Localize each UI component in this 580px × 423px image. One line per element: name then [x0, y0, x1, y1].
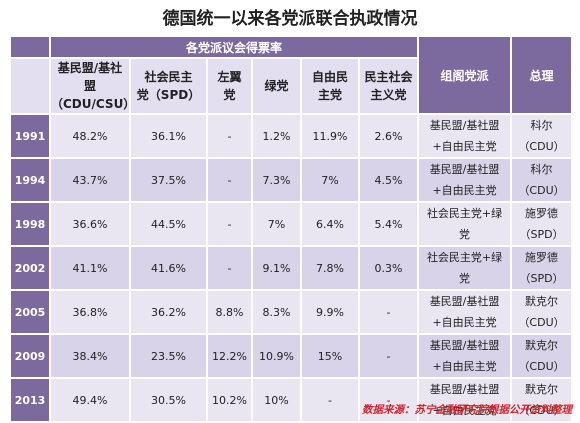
coalition-table: 各党派议会得票率 组阁党派 总理 基民盟/基社 盟（CDU/CSU） 社会民主 党（…: [9, 35, 574, 423]
year-cell: 2005: [9, 289, 51, 335]
corner-cell: [9, 35, 51, 59]
corner-cell-2: [9, 57, 51, 115]
table-row: 2013 49.4% 30.5% 10.2% 10% - - 基民盟/基社盟 +自由民主党 默克尔…: [9, 377, 574, 423]
vote-share-cell: 2.6%: [357, 113, 420, 159]
vote-share-cell: 36.6%: [49, 201, 131, 247]
vote-share-cell: 41.1%: [49, 245, 131, 291]
table-row: 1991 48.2% 36.1% -1.2% 11.9% 2.6% 基民盟/基社盟 +自由民主…: [9, 113, 574, 159]
vote-share-cell: 6.4%: [300, 201, 360, 247]
chancellor-cell: 默克尔 （CDU）: [510, 333, 574, 379]
year-cell: 1991: [9, 113, 51, 159]
table-row: 2009 38.4% 23.5% 12.2% 10.9% 15% - 基民盟/基社盟 +自由民主…: [9, 333, 574, 379]
year-cell: 2002: [9, 245, 51, 291]
vote-share-cell: 36.1%: [129, 113, 208, 159]
table-row: 2005 36.8% 36.2% 8.8% 8.3% 9.9% - 基民盟/基社盟 +自由民主党…: [9, 289, 574, 335]
year-cell: 1998: [9, 201, 51, 247]
vote-share-cell: 36.2%: [129, 289, 208, 335]
vote-share-header: 各党派议会得票率: [48, 35, 420, 59]
vote-share-cell: 7%: [300, 157, 360, 203]
table-row: 1994 43.7% 37.5% -7.3% 7% 4.5% 基民盟/基社盟 +自由民主党 科尔…: [9, 157, 574, 203]
table-title: 德国统一以来各党派联合执政情况: [162, 9, 418, 29]
chancellor-cell: 科尔 （CDU）: [510, 113, 574, 159]
chancellor-cell: 默克尔 （CDU）: [510, 289, 574, 335]
chancellor-cell: 默克尔 （CDU）: [510, 377, 574, 423]
vote-share-cell: 7.8%: [300, 245, 360, 291]
vote-share-cell: 8.8%: [206, 289, 253, 335]
vote-share-cell: -: [357, 333, 420, 379]
vote-share-cell: -: [357, 289, 420, 335]
vote-share-cell: 10%: [251, 377, 302, 423]
vote-share-cell: 37.5%: [129, 157, 208, 203]
table-row: 1998 36.6% 44.5% -7% 6.4% 5.4% 社会民主党+绿党施罗德 （SPD…: [9, 201, 574, 247]
vote-share-cell: 7.3%: [251, 157, 302, 203]
party-header: 左翼党: [206, 57, 253, 115]
chancellor-cell: 科尔 （CDU）: [510, 157, 574, 203]
cabinet-cell: 基民盟/基社盟 +自由民主党: [417, 157, 513, 203]
vote-share-cell: 8.3%: [251, 289, 302, 335]
year-cell: 2013: [9, 377, 51, 423]
vote-share-cell: 9.1%: [251, 245, 302, 291]
vote-share-cell: 15%: [300, 333, 360, 379]
cabinet-cell: 社会民主党+绿党: [417, 201, 513, 247]
cabinet-cell: 社会民主党+绿党: [417, 245, 513, 291]
vote-share-cell: 9.9%: [300, 289, 360, 335]
vote-share-cell: 0.3%: [357, 245, 420, 291]
vote-share-cell: 43.7%: [49, 157, 131, 203]
year-cell: 2009: [9, 333, 51, 379]
header-row-1: 各党派议会得票率 组阁党派 总理: [9, 35, 574, 115]
chancellor-cell: 施罗德 （SPD）: [510, 201, 574, 247]
cabinet-cell: 基民盟/基社盟 +自由民主党: [417, 377, 513, 423]
vote-share-cell: 10.9%: [251, 333, 302, 379]
cabinet-cell: 基民盟/基社盟 +自由民主党: [417, 289, 513, 335]
party-header: 社会民主 党（SPD）: [129, 57, 208, 115]
chancellor-header: 总理: [510, 35, 574, 115]
cabinet-cell: 基民盟/基社盟 +自由民主党: [417, 333, 513, 379]
vote-share-cell: 11.9%: [300, 113, 360, 159]
vote-share-cell: 4.5%: [357, 157, 420, 203]
vote-share-cell: 30.5%: [129, 377, 208, 423]
party-header: 绿党: [251, 57, 302, 115]
cabinet-cell: 基民盟/基社盟 +自由民主党: [417, 113, 513, 159]
header-row-2: 基民盟/基社 盟（CDU/CSU） 社会民主 党（SPD） 左翼党 绿党 自由民 主党…: [9, 57, 572, 115]
vote-share-cell: 38.4%: [49, 333, 131, 379]
table-row: 2002 41.1% 41.6% -9.1% 7.8% 0.3% 社会民主党+绿党施罗德 （S…: [9, 245, 574, 291]
party-header: 民主社会 主义党: [357, 57, 420, 115]
vote-share-cell: 1.2%: [251, 113, 302, 159]
vote-share-cell: 10.2%: [206, 377, 253, 423]
vote-share-cell: -: [357, 377, 420, 423]
vote-share-cell: 12.2%: [206, 333, 253, 379]
chancellor-cell: 施罗德 （SPD）: [510, 245, 574, 291]
vote-share-cell: 5.4%: [357, 201, 420, 247]
vote-share-cell: 41.6%: [129, 245, 208, 291]
year-cell: 1994: [9, 157, 51, 203]
vote-share-cell: -: [206, 113, 253, 159]
vote-share-cell: 49.4%: [49, 377, 131, 423]
vote-share-cell: -: [206, 245, 253, 291]
vote-share-cell: -: [206, 201, 253, 247]
source-note: 数据来源：苏宁金融研究院根据公开资料整理: [362, 404, 572, 416]
vote-share-cell: 23.5%: [129, 333, 208, 379]
vote-share-cell: -: [206, 157, 253, 203]
vote-share-cell: 44.5%: [129, 201, 208, 247]
vote-share-cell: 48.2%: [49, 113, 131, 159]
vote-share-cell: 36.8%: [49, 289, 131, 335]
party-header: 基民盟/基社 盟（CDU/CSU）: [49, 57, 135, 115]
party-header: 自由民 主党: [300, 57, 360, 115]
vote-share-cell: -: [300, 377, 360, 423]
vote-share-cell: 7%: [251, 201, 302, 247]
cabinet-header: 组阁党派: [417, 35, 513, 115]
